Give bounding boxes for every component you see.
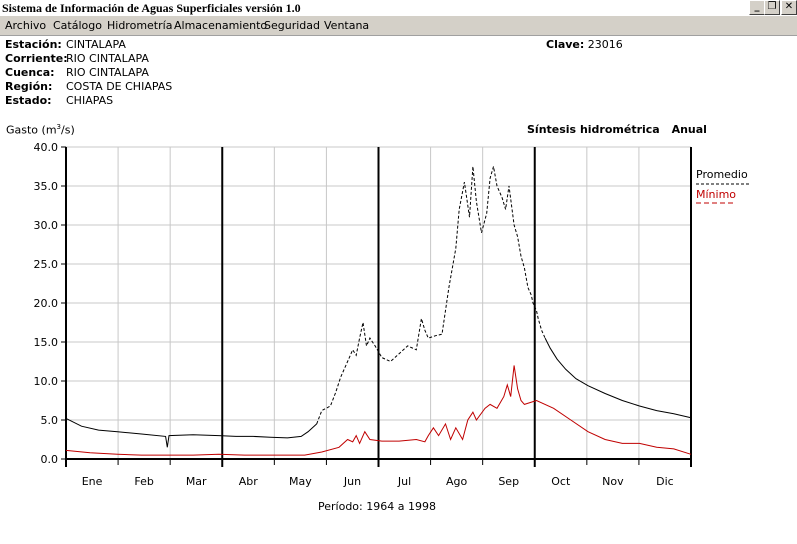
month-label: Dic xyxy=(656,475,674,488)
clave-label: Clave: xyxy=(546,38,585,51)
y-tick-label: 30.0 xyxy=(34,219,59,232)
synthesis-title: Síntesis hidrométrica Anual xyxy=(527,123,707,136)
window-title: Sistema de Información de Aguas Superfic… xyxy=(2,1,301,15)
legend-promedio-label: Promedio xyxy=(696,168,748,181)
month-label: Ene xyxy=(82,475,103,488)
stream-label: Corriente: xyxy=(5,52,68,65)
y-tick-label: 15.0 xyxy=(34,336,59,349)
promedio-line xyxy=(65,417,318,448)
month-label: Oct xyxy=(551,475,571,488)
basin-value: RIO CINTALAPA xyxy=(66,66,149,79)
y-axis-label-prefix: Gasto (m xyxy=(6,123,57,137)
region-value: COSTA DE CHIAPAS xyxy=(66,80,173,93)
month-label: Abr xyxy=(239,475,259,488)
region-label: Región: xyxy=(5,80,53,93)
legend-minimo-label: Mínimo xyxy=(696,188,737,201)
y-tick-label: 25.0 xyxy=(34,258,59,271)
close-button[interactable]: ✕ xyxy=(781,0,797,15)
clave: Clave: 23016 xyxy=(546,38,623,52)
y-tick-label: 20.0 xyxy=(34,297,59,310)
y-tick-label: 10.0 xyxy=(34,375,59,388)
menu-catalogo[interactable]: Catálogo xyxy=(53,19,102,32)
month-label: Nov xyxy=(602,475,624,488)
y-axis-label-sup: 3 xyxy=(56,123,62,131)
y-tick-label: 40.0 xyxy=(34,141,59,154)
month-label: Mar xyxy=(186,475,207,488)
synthesis-label: Síntesis hidrométrica xyxy=(527,123,660,136)
station-label: Estación: xyxy=(5,38,62,51)
title-bar: Sistema de Información de Aguas Superfic… xyxy=(0,0,797,16)
promedio-line-dashed xyxy=(316,166,546,425)
period-text: Período: 1964 a 1998 xyxy=(318,500,436,513)
month-label: Jun xyxy=(343,475,361,488)
month-label: Jul xyxy=(397,475,411,488)
menu-almacenamiento[interactable]: Almacenamiento xyxy=(174,19,268,32)
restore-button[interactable]: ❐ xyxy=(764,0,780,15)
y-tick-label: 35.0 xyxy=(34,180,59,193)
menu-ventana[interactable]: Ventana xyxy=(324,19,370,32)
month-label: Ago xyxy=(446,475,468,488)
minimo-line xyxy=(65,365,692,456)
y-axis-label-suffix: /s) xyxy=(61,123,75,137)
menu-bar: Archivo Catálogo Hidrometría Almacenamie… xyxy=(0,16,797,36)
month-label: Sep xyxy=(498,475,519,488)
month-label: Feb xyxy=(134,475,153,488)
menu-hidrometria[interactable]: Hidrometría xyxy=(107,19,173,32)
legend-minimo: Mínimo xyxy=(696,188,736,201)
basin-label: Cuenca: xyxy=(5,66,55,79)
legend-promedio: Promedio xyxy=(696,168,748,181)
menu-archivo[interactable]: Archivo xyxy=(5,19,47,32)
y-axis-label: Gasto (m3/s) xyxy=(6,123,75,137)
synthesis-mode: Anual xyxy=(671,123,707,136)
y-tick-label: 5.0 xyxy=(41,414,59,427)
month-label: May xyxy=(289,475,312,488)
menu-seguridad[interactable]: Seguridad xyxy=(264,19,320,32)
stream-value: RIO CINTALAPA xyxy=(66,52,149,65)
clave-value: 23016 xyxy=(587,38,623,51)
state-value: CHIAPAS xyxy=(66,94,114,107)
promedio-line xyxy=(544,337,692,419)
station-value: CINTALAPA xyxy=(66,38,126,51)
y-tick-label: 0.0 xyxy=(41,453,59,466)
state-label: Estado: xyxy=(5,94,52,107)
